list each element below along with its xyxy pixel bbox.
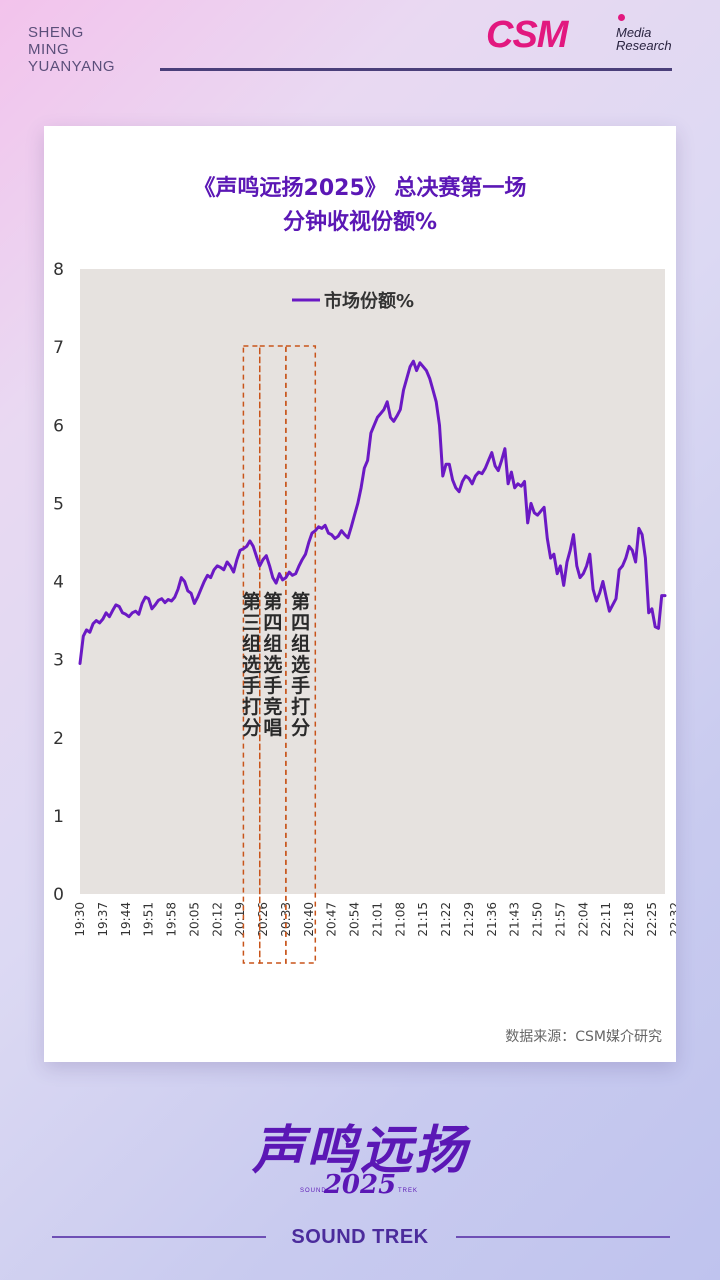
line-chart: 0 1 2 3 4 5 6 7 8 19:30 19:37 19:44 19:51 19:58 20:05 2…	[53, 260, 676, 964]
y-tick-label: 1	[53, 807, 64, 827]
x-tick-label: 20:05	[187, 902, 201, 937]
x-tick-label: 20:33	[279, 902, 293, 937]
x-tick-label: 21:57	[553, 902, 567, 937]
x-tick-label: 22:04	[576, 902, 590, 937]
x-tick-label: 19:51	[142, 902, 156, 937]
registered-mark-icon	[618, 14, 625, 21]
footer-script-title: 声鸣远扬	[251, 1120, 468, 1181]
plot-area	[80, 269, 665, 894]
y-tick-label: 3	[53, 651, 64, 671]
x-tick-label: 19:30	[73, 902, 87, 937]
footer-year: 2025	[323, 1170, 397, 1200]
annotation-box	[285, 345, 317, 964]
footer-tag-right: TREK	[398, 1188, 419, 1194]
x-tick-label: 21:15	[416, 902, 430, 937]
x-tick-label: 20:19	[233, 902, 247, 937]
x-tick-label: 19:37	[96, 902, 110, 937]
x-tick-label: 21:22	[439, 902, 453, 937]
annotation-label: 第四组选手打分	[291, 590, 310, 739]
footer-tag-left: SOUND	[300, 1188, 327, 1194]
legend-label: 市场份额%	[324, 290, 414, 312]
data-source: 数据来源：CSM媒介研究	[505, 1029, 662, 1045]
brand-line-1: SHENG	[28, 24, 84, 41]
y-tick-label: 2	[53, 729, 64, 749]
csm-sub-line-1: Media	[616, 25, 652, 40]
x-tick-label: 21:36	[485, 902, 499, 937]
chart-subtitle: 分钟收视份额%	[282, 210, 438, 235]
footer-name: SOUND TREK	[291, 1226, 429, 1248]
x-tick-label: 21:01	[370, 902, 384, 937]
footer-line-left	[52, 1236, 266, 1238]
x-tick-label: 20:26	[256, 902, 270, 937]
annotation-label: 第四组选手竞唱	[263, 590, 282, 739]
annotation-box	[242, 345, 261, 964]
x-tick-label: 21:08	[393, 902, 407, 937]
chart-card: 《声鸣远扬2025》 总决赛第一场 分钟收视份额% 0 1 2 3 4 5 6 7 8 19:30…	[44, 126, 676, 1062]
header-divider	[160, 68, 672, 71]
x-tick-label: 19:58	[165, 902, 179, 937]
y-tick-label: 7	[53, 338, 64, 358]
x-tick-label: 22:25	[645, 902, 659, 937]
x-tick-label: 21:29	[462, 902, 476, 937]
y-tick-label: 5	[53, 494, 64, 514]
x-tick-label: 20:54	[348, 902, 362, 937]
chart-title: 《声鸣远扬2025》 总决赛第一场	[193, 176, 527, 201]
footer-line-right	[456, 1236, 670, 1238]
csm-subtitle: Media Research	[616, 26, 672, 52]
y-tick-label: 4	[53, 573, 64, 593]
x-tick-label: 20:40	[302, 902, 316, 937]
x-tick-label: 22:11	[599, 902, 613, 937]
x-tick-label: 20:47	[325, 902, 339, 937]
x-tick-label: 22:18	[622, 902, 636, 937]
y-tick-label: 8	[53, 260, 64, 280]
csm-sub-line-2: Research	[616, 38, 672, 53]
annotation-label: 第三组选手打分	[242, 590, 261, 739]
brand-wordmark: SHENG MING YUANYANG	[28, 24, 115, 75]
y-tick-label: 6	[53, 416, 64, 436]
x-tick-label: 20:12	[210, 902, 224, 937]
brand-line-2: MING	[28, 41, 70, 58]
x-tick-label: 22:32	[668, 902, 676, 937]
y-tick-label: 0	[53, 885, 64, 905]
x-tick-label: 21:43	[508, 902, 522, 937]
series-line	[78, 359, 667, 665]
x-tick-label: 21:50	[531, 902, 545, 937]
brand-line-3: YUANYANG	[28, 58, 116, 75]
csm-logo: CSM	[486, 14, 568, 56]
x-tick-label: 19:44	[119, 902, 133, 937]
